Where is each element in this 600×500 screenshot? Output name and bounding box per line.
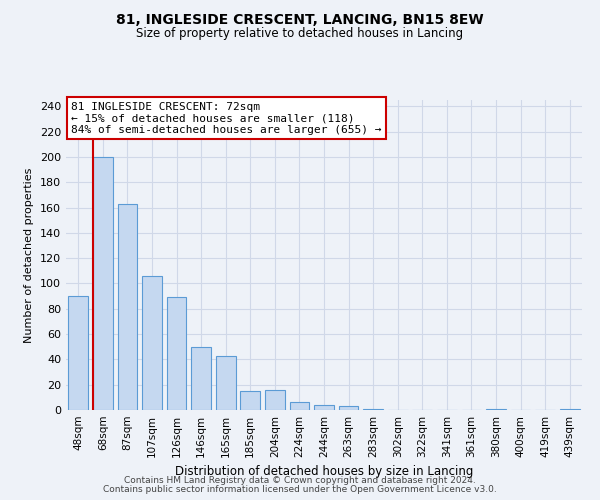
- Bar: [93, 157, 113, 410]
- Bar: [167, 298, 187, 410]
- Bar: [560, 408, 580, 410]
- Bar: [339, 406, 358, 410]
- Bar: [68, 296, 88, 410]
- Text: 81, INGLESIDE CRESCENT, LANCING, BN15 8EW: 81, INGLESIDE CRESCENT, LANCING, BN15 8E…: [116, 12, 484, 26]
- Bar: [118, 204, 137, 410]
- Y-axis label: Number of detached properties: Number of detached properties: [25, 168, 34, 342]
- Text: Contains HM Land Registry data © Crown copyright and database right 2024.: Contains HM Land Registry data © Crown c…: [124, 476, 476, 485]
- Text: Contains public sector information licensed under the Open Government Licence v3: Contains public sector information licen…: [103, 484, 497, 494]
- Bar: [290, 402, 309, 410]
- Text: 81 INGLESIDE CRESCENT: 72sqm
← 15% of detached houses are smaller (118)
84% of s: 81 INGLESIDE CRESCENT: 72sqm ← 15% of de…: [71, 102, 382, 134]
- Bar: [364, 408, 383, 410]
- Bar: [486, 408, 506, 410]
- X-axis label: Distribution of detached houses by size in Lancing: Distribution of detached houses by size …: [175, 466, 473, 478]
- Bar: [216, 356, 236, 410]
- Bar: [314, 405, 334, 410]
- Bar: [191, 346, 211, 410]
- Text: Size of property relative to detached houses in Lancing: Size of property relative to detached ho…: [136, 28, 464, 40]
- Bar: [265, 390, 284, 410]
- Bar: [142, 276, 162, 410]
- Bar: [241, 391, 260, 410]
